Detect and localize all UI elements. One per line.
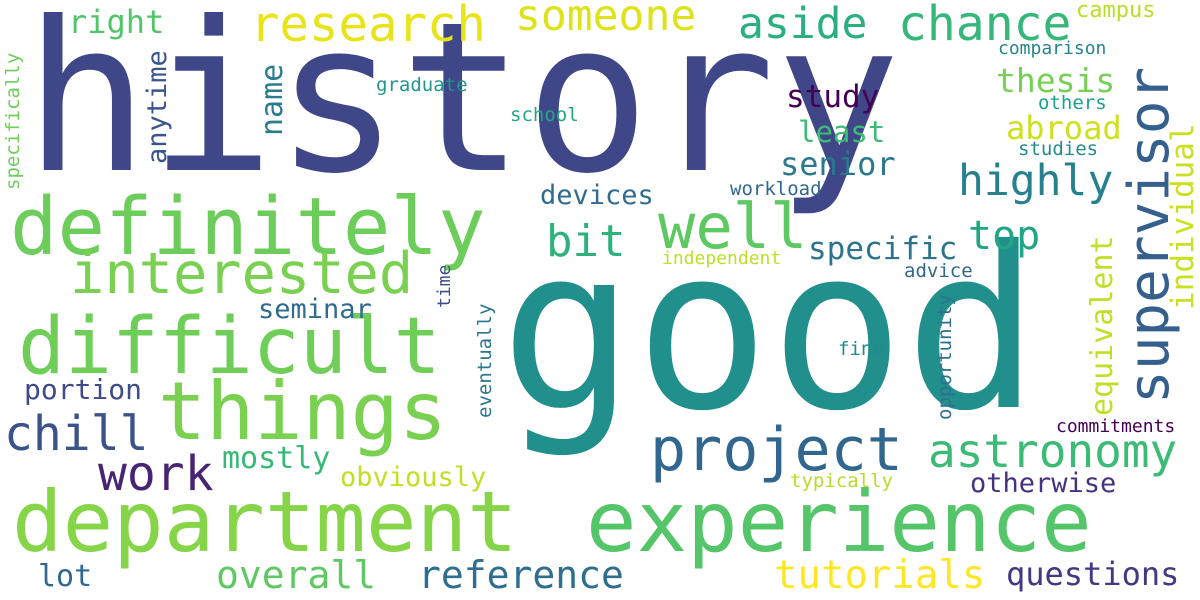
word-least: least [798, 115, 886, 149]
word-bit: bit [546, 216, 626, 267]
word-experience: experience [586, 473, 1092, 571]
word-abroad: abroad [1006, 109, 1122, 147]
word-opportunity: opportunity [934, 294, 956, 420]
word-name: name [255, 63, 290, 136]
word-senior: senior [780, 145, 896, 183]
word-obviously: obviously [340, 462, 487, 493]
word-specific: specific [808, 231, 958, 267]
word-interested: interested [70, 241, 414, 307]
word-school: school [510, 104, 579, 126]
word-lot: lot [38, 559, 93, 594]
word-study: study [786, 79, 880, 115]
word-seminar: seminar [258, 294, 372, 325]
word-devices: devices [540, 180, 654, 211]
word-graduate: graduate [376, 74, 468, 96]
word-well: well [658, 190, 808, 263]
word-astronomy: astronomy [928, 424, 1178, 478]
word-eventually: eventually [474, 303, 496, 418]
word-right: right [68, 3, 165, 41]
word-aside: aside [738, 0, 868, 49]
word-difficult: difficult [18, 302, 441, 392]
word-top: top [968, 213, 1041, 259]
word-project: project [650, 415, 903, 485]
word-studies: studies [1018, 138, 1099, 160]
word-campus: campus [1076, 0, 1156, 23]
word-research: research [250, 0, 487, 53]
word-advice: advice [904, 260, 973, 282]
word-comparison: comparison [998, 38, 1107, 59]
word-others: others [1038, 92, 1107, 114]
word-things: things [158, 365, 447, 458]
word-equivalent: equivalent [1085, 235, 1120, 416]
word-definitely: definitely [10, 181, 486, 273]
word-mostly: mostly [222, 441, 331, 476]
word-thesis: thesis [996, 61, 1116, 100]
word-independent: independent [662, 248, 782, 269]
word-fine: fine [838, 338, 884, 360]
word-workload: workload [730, 178, 822, 200]
word-reference: reference [418, 553, 624, 597]
word-someone: someone [515, 0, 697, 41]
word-commitments: commitments [1056, 416, 1176, 437]
word-department: department [12, 473, 518, 571]
word-chill: chill [4, 406, 149, 462]
word-tutorials: tutorials [774, 553, 986, 598]
word-time: time [434, 264, 455, 308]
word-anytime: anytime [142, 50, 173, 164]
word-work: work [98, 446, 214, 502]
word-individual: individual [1165, 123, 1200, 310]
word-questions: questions [1006, 555, 1180, 593]
word-chance: chance [898, 0, 1072, 52]
word-good: good [500, 199, 1040, 460]
word-specifically: specifically [2, 52, 24, 190]
word-portion: portion [24, 373, 143, 406]
word-highly: highly [958, 156, 1114, 206]
word-typically: typically [790, 470, 893, 492]
word-overall: overall [216, 553, 377, 597]
word-history: history [24, 0, 901, 220]
word-otherwise: otherwise [970, 468, 1117, 499]
